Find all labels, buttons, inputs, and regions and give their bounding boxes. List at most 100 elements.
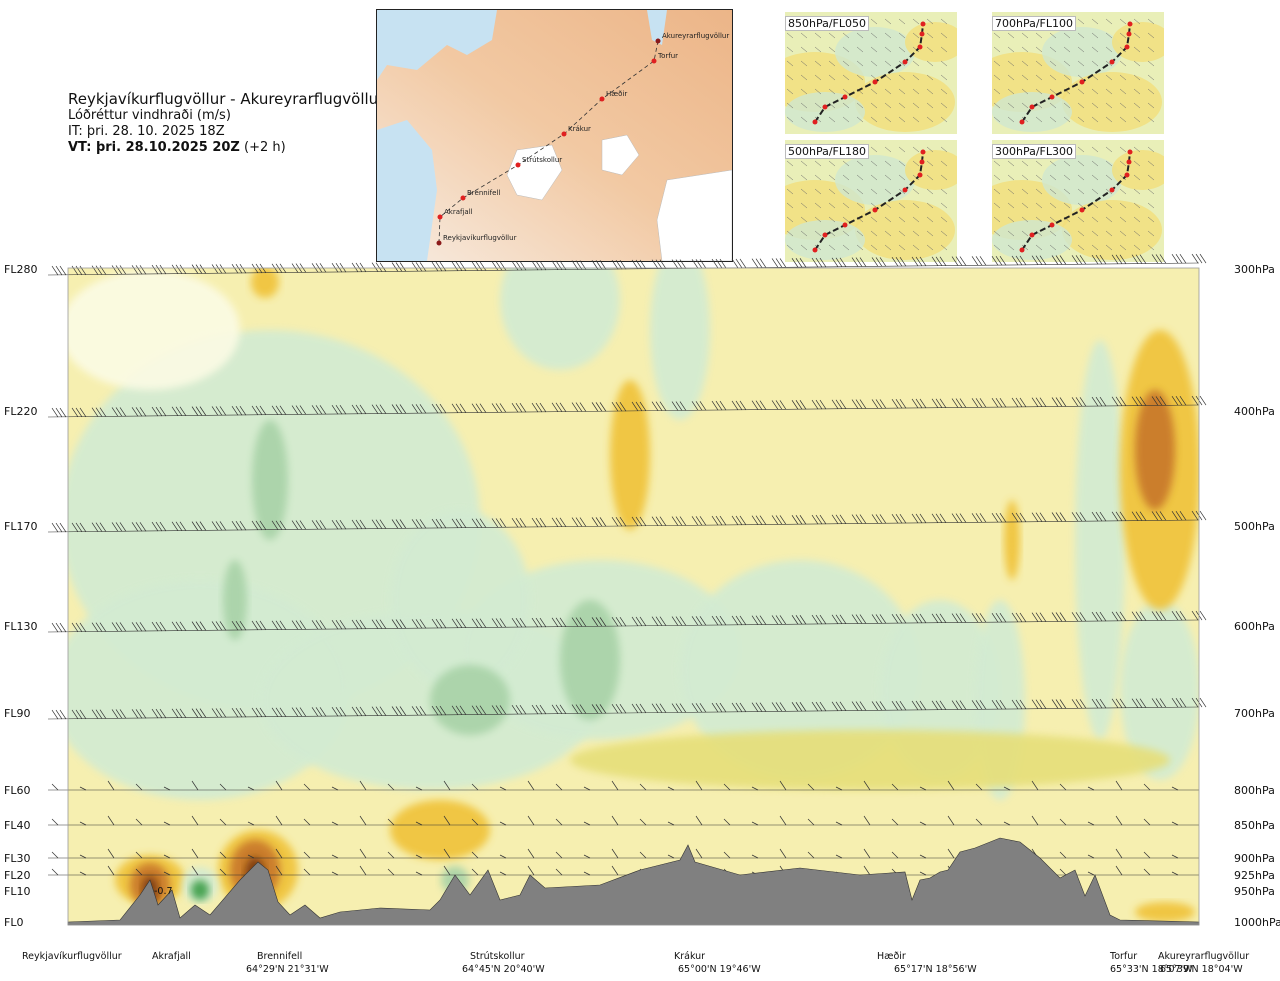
panel-wind-barb [800,32,808,39]
barb-flag [779,815,787,826]
barb-flag [175,621,183,632]
barb-flag [1019,699,1027,710]
barb-flag [435,618,443,629]
barb-flag [1155,254,1163,264]
barb-flag [1079,255,1087,265]
barb-flag [191,780,199,791]
barb-flag [135,522,143,532]
barb-flag [835,854,843,859]
panel-850-svg [785,12,957,134]
panel-route-point [1109,187,1115,193]
panel-wind-barb [814,244,822,251]
barb-flag [1139,254,1147,264]
barb-flag [255,520,263,531]
map-fjord [647,10,667,45]
barb-flag [775,702,783,712]
barb-flag [399,619,407,629]
barb-flag [919,821,927,826]
barb-flag [231,406,239,416]
panel-wind-barb [842,32,850,39]
panel-wind-barb [898,18,906,25]
barb-flag [671,516,679,526]
barb-flag [1159,511,1167,521]
panel-wind-barb [1077,216,1085,223]
barb-flag [779,515,787,525]
barb-flag [1039,397,1047,407]
panel-wind-barb [800,202,808,209]
barb-flag [79,871,87,876]
panel-wind-barb [870,202,878,209]
panel-wind-barb [828,46,836,53]
barb-flag [319,707,327,717]
barb-flag [735,515,743,526]
barb-flag [379,706,387,716]
barb-flag [271,520,279,530]
barb-flag [939,513,947,523]
panel-wind-barb [1147,116,1155,123]
panel-wind-barb [884,32,892,39]
barb-flag [671,703,679,713]
barb-flag [1059,851,1067,859]
panel-wind-barb [1063,116,1071,123]
barb-flag [951,398,959,408]
barb-flag [723,783,731,791]
barb-flag [1091,396,1099,407]
barb-flag [1031,699,1039,709]
barb-flag [1079,512,1087,522]
barb-flag [91,407,99,417]
panel-wind-barb [870,46,878,53]
panel-wind-barb [926,60,934,67]
barb-flag [135,709,143,719]
barb-flag [535,517,543,528]
barb-flag [1091,611,1099,622]
barb-flag [479,403,487,413]
barb-flag [515,403,523,413]
barb-flag [95,709,103,719]
panel-wind-barb [1035,88,1043,95]
barb-flag [955,398,963,408]
route-point-label: Brennifell [467,189,500,197]
panel-wind-barb [870,60,878,67]
barb-flag [755,258,763,268]
barb-flag [555,851,563,859]
barb-flag [451,403,459,414]
barb-flag [135,407,143,417]
barb-flag [639,401,647,412]
panel-wind-barb [1007,160,1015,167]
barb-flag [1191,510,1199,521]
barb-flag [655,516,663,526]
barb-flag [711,258,719,269]
wind-barbs [47,253,1207,876]
barb-flag [135,265,143,275]
station-name: Akureyrarflugvöllur [1158,951,1249,962]
barb-flag [583,821,591,826]
barb-flag [1119,611,1127,622]
barb-flag [251,263,259,274]
barb-flag [235,264,243,274]
barb-flag [1087,854,1095,859]
panel-wind-barb [786,202,794,209]
barb-flag [679,259,687,269]
barb-flag [583,871,591,876]
barb-flag [119,522,127,532]
valid-time-offset: (+2 h) [244,140,286,155]
panel-wind-barb [1119,46,1127,53]
barb-flag [431,705,439,716]
pressure-labels: 300hPa400hPa500hPa600hPa700hPa800hPa850h… [1234,263,1280,929]
barb-flag [719,258,727,269]
barb-flag [871,614,879,624]
panel-wind-barb [1147,174,1155,181]
barb-flag [915,513,923,524]
barb-flag [955,700,963,710]
panel-wind-barb [1091,174,1099,181]
barb-flag [359,262,367,273]
barb-flag [399,262,407,272]
barb-flag [247,786,255,791]
barb-flag [1087,786,1095,791]
station-name: Hæðir [877,951,906,962]
route-map: Akureyrarflugvöllur Torfur Hæðir Krákur Strú… [376,9,733,262]
barb-flag [835,257,843,268]
barb-flag [559,704,567,714]
barb-flag [1095,611,1103,622]
panel-wind-barb [1105,46,1113,53]
